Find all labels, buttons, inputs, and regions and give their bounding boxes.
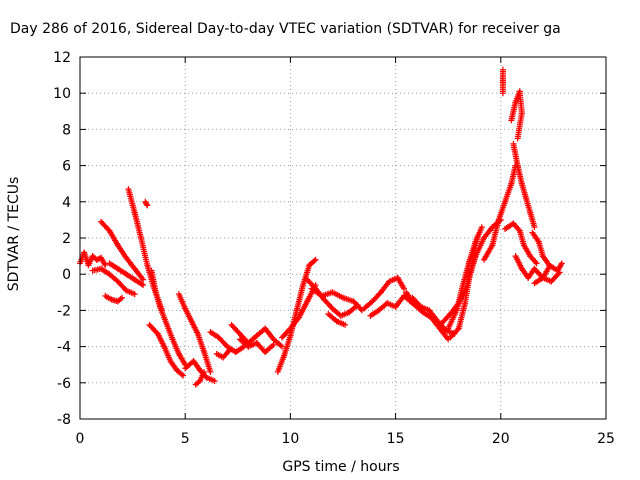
data-point xyxy=(178,371,185,378)
y-tick-label: -8 xyxy=(57,412,71,428)
data-point xyxy=(342,321,349,328)
data-series-sdtvar xyxy=(77,66,565,388)
data-point xyxy=(555,270,562,277)
y-axis-label: SDTVAR / TECUs xyxy=(6,177,22,292)
data-point xyxy=(143,201,150,208)
data-point xyxy=(201,368,208,375)
x-axis-label: GPS time / hours xyxy=(282,459,399,475)
data-point xyxy=(180,372,187,379)
x-tick-label: 15 xyxy=(387,431,405,447)
data-point xyxy=(531,224,538,231)
data-point xyxy=(144,202,151,209)
y-tick-label: 0 xyxy=(62,267,71,283)
data-point xyxy=(270,341,277,348)
data-point xyxy=(311,257,318,264)
data-point xyxy=(211,377,218,384)
data-point xyxy=(474,233,481,240)
data-point xyxy=(533,260,540,267)
data-point xyxy=(401,285,408,292)
chart-title: Day 286 of 2016, Sidereal Day-to-day VTE… xyxy=(10,21,561,37)
data-point xyxy=(207,368,214,375)
data-point xyxy=(131,291,138,298)
y-tick-label: 10 xyxy=(53,86,71,102)
x-tick-label: 0 xyxy=(76,431,85,447)
data-point xyxy=(226,347,233,354)
y-tick-label: 12 xyxy=(53,50,71,66)
y-tick-label: 2 xyxy=(62,231,71,247)
y-tick-label: -4 xyxy=(57,340,71,356)
y-tick-label: 4 xyxy=(62,195,71,211)
x-tick-label: 10 xyxy=(281,431,299,447)
data-point xyxy=(558,260,565,267)
data-point xyxy=(499,90,506,97)
data-point xyxy=(312,256,319,263)
data-point xyxy=(514,135,521,142)
y-tick-label: -6 xyxy=(57,376,71,392)
data-point xyxy=(478,224,485,231)
x-tick-label: 25 xyxy=(597,431,615,447)
x-tick-label: 20 xyxy=(492,431,510,447)
axis-tick-labels: 0 5 10 15 20 25 -8 -6 -4 -2 0 2 4 6 8 10 12 xyxy=(53,50,615,447)
y-tick-label: -2 xyxy=(57,303,71,319)
data-point xyxy=(102,262,109,269)
data-point xyxy=(454,326,461,333)
y-tick-label: 8 xyxy=(62,122,71,138)
data-point xyxy=(140,276,147,283)
x-tick-label: 5 xyxy=(181,431,190,447)
data-point xyxy=(556,269,563,276)
y-tick-label: 6 xyxy=(62,159,71,175)
plot-frame xyxy=(79,56,607,420)
data-point xyxy=(140,282,147,289)
data-point xyxy=(119,294,126,301)
axis-ticks xyxy=(79,56,607,420)
grid xyxy=(80,57,606,419)
